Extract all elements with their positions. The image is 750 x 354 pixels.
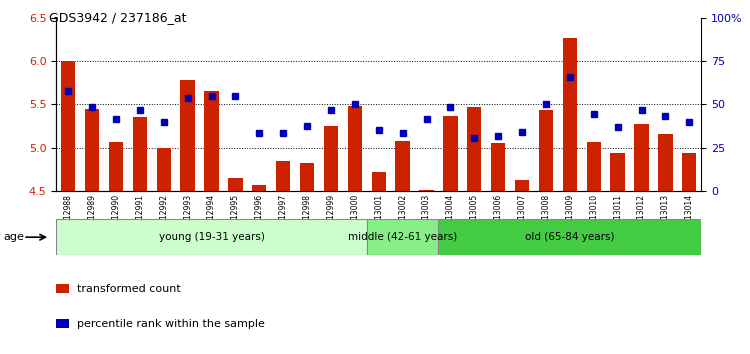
Bar — [61, 61, 75, 191]
Bar — [439, 219, 701, 255]
Bar — [634, 124, 649, 191]
Bar — [157, 148, 171, 191]
Bar — [562, 38, 577, 191]
Text: GDS3942 / 237186_at: GDS3942 / 237186_at — [49, 11, 186, 24]
Bar — [491, 143, 506, 191]
Text: transformed count: transformed count — [76, 284, 181, 293]
Bar — [276, 161, 290, 191]
Bar — [181, 80, 195, 191]
Bar — [56, 319, 69, 328]
Bar — [682, 153, 697, 191]
Text: middle (42-61 years): middle (42-61 years) — [348, 232, 458, 242]
Bar — [204, 91, 219, 191]
Bar — [586, 142, 601, 191]
Bar — [300, 162, 314, 191]
Bar — [443, 116, 458, 191]
Bar — [538, 110, 554, 191]
Bar — [610, 153, 625, 191]
Bar — [85, 109, 99, 191]
Text: percentile rank within the sample: percentile rank within the sample — [76, 319, 265, 329]
Bar — [371, 172, 386, 191]
Text: old (65-84 years): old (65-84 years) — [525, 232, 614, 242]
Bar — [133, 118, 147, 191]
Bar — [348, 106, 362, 191]
Bar — [56, 219, 367, 255]
Bar — [252, 185, 266, 191]
Bar — [419, 190, 434, 191]
Bar — [467, 107, 482, 191]
Bar — [324, 126, 338, 191]
Bar — [56, 284, 69, 293]
Bar — [109, 142, 123, 191]
Bar — [367, 219, 439, 255]
Bar — [395, 141, 410, 191]
Bar — [658, 134, 673, 191]
Bar — [228, 178, 242, 191]
Bar — [515, 180, 529, 191]
Text: age: age — [4, 232, 25, 242]
Text: young (19-31 years): young (19-31 years) — [158, 232, 265, 242]
